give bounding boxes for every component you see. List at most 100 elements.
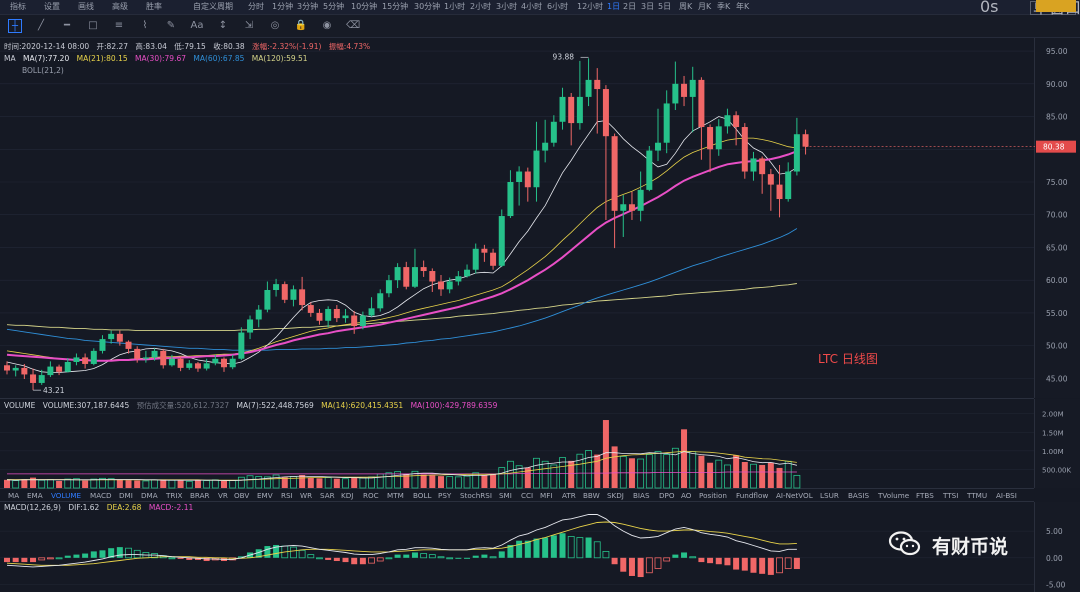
toolbar-item[interactable]: 3日 bbox=[641, 2, 655, 11]
volume-bar bbox=[724, 464, 731, 489]
toolbar-item[interactable]: 分时 bbox=[248, 2, 264, 11]
trash-icon[interactable]: ⌫ bbox=[346, 20, 361, 31]
indicator-tab[interactable]: AO bbox=[681, 491, 692, 500]
indicator-tab[interactable]: PSY bbox=[438, 491, 452, 500]
toolbar-item[interactable]: 5日 bbox=[658, 2, 672, 11]
toolbar-item[interactable]: 15分钟 bbox=[382, 2, 409, 11]
volume-bar bbox=[394, 471, 402, 489]
indicator-tab[interactable]: AI-BSI bbox=[996, 491, 1017, 500]
toolbar-item[interactable]: 指标 bbox=[10, 2, 26, 11]
low-annotation: 43.21 bbox=[43, 386, 65, 395]
indicator-tab[interactable]: VOLUME bbox=[51, 491, 82, 500]
toolbar-item[interactable]: 12小时 bbox=[577, 2, 604, 11]
fib-icon[interactable]: ≡ bbox=[114, 20, 124, 31]
indicator-tab[interactable]: LSUR bbox=[820, 491, 839, 500]
toolbar-item[interactable]: 设置 bbox=[44, 2, 60, 11]
toolbar-item[interactable]: 1小时 bbox=[444, 2, 466, 11]
indicator-tab[interactable]: DPO bbox=[659, 491, 675, 500]
watermark: 有财币说 bbox=[888, 531, 1048, 562]
indicator-tab[interactable]: CCI bbox=[521, 491, 534, 500]
volume-bar bbox=[333, 478, 340, 488]
indicator-tab[interactable]: BOLL bbox=[413, 491, 432, 500]
boll-legend: BOLL(21,2) bbox=[22, 66, 64, 75]
eye-icon[interactable]: ◉ bbox=[322, 20, 332, 31]
candle-body bbox=[73, 357, 80, 362]
toolbar-item[interactable]: 4小时 bbox=[521, 2, 543, 11]
toolbar-item[interactable]: 3分钟 bbox=[297, 2, 319, 11]
candle-body bbox=[585, 79, 592, 97]
pattern-icon[interactable]: ⌇ bbox=[142, 20, 148, 31]
text-icon[interactable]: Aa bbox=[190, 20, 204, 31]
trendline-icon[interactable]: ╱ bbox=[37, 20, 45, 31]
indicator-tab[interactable]: StochRSI bbox=[460, 491, 492, 500]
indicator-tab[interactable]: EMA bbox=[27, 491, 43, 500]
indicator-tab[interactable]: SKDJ bbox=[607, 491, 624, 500]
indicator-tab[interactable]: RSI bbox=[281, 491, 293, 500]
indicator-tab[interactable]: DMI bbox=[119, 491, 133, 500]
toolbar-item[interactable]: 3小时 bbox=[496, 2, 518, 11]
indicator-tab[interactable]: DMA bbox=[141, 491, 158, 500]
toolbar-item[interactable]: 胜率 bbox=[146, 2, 162, 11]
toolbar-item[interactable]: 10分钟 bbox=[351, 2, 378, 11]
measure-icon[interactable]: ↕ bbox=[218, 20, 228, 31]
indicator-tab[interactable]: TTSI bbox=[943, 491, 959, 500]
indicator-tab[interactable]: ATR bbox=[562, 491, 576, 500]
candle-body bbox=[255, 309, 262, 320]
toolbar-item[interactable]: 1分钟 bbox=[272, 2, 294, 11]
indicator-tab[interactable]: MA bbox=[8, 491, 20, 500]
toolbar-item[interactable]: 月K bbox=[698, 2, 712, 11]
toolbar-item[interactable]: 自定义周期 bbox=[193, 2, 233, 11]
indicator-tab[interactable]: VR bbox=[218, 491, 228, 500]
toolbar-item[interactable]: 2小时 bbox=[470, 2, 492, 11]
volume-bar bbox=[671, 447, 679, 489]
price-tick-label: 90.00 bbox=[1046, 80, 1068, 89]
cursor-icon[interactable]: ┼ bbox=[8, 19, 22, 33]
candle-body bbox=[264, 290, 271, 310]
toolbar-item[interactable]: 周K bbox=[679, 2, 693, 11]
horizontal-line-icon[interactable]: ━ bbox=[63, 20, 71, 31]
indicator-tab[interactable]: SMI bbox=[499, 491, 512, 500]
indicator-tab[interactable]: MACD bbox=[90, 491, 112, 500]
lock-icon[interactable]: 🔒 bbox=[294, 20, 308, 31]
indicator-tab[interactable]: AI-NetVOL bbox=[776, 491, 813, 500]
toolbar-item[interactable]: 6小时 bbox=[547, 2, 569, 11]
magnet-icon[interactable]: ◎ bbox=[270, 20, 280, 31]
macd-histogram-bar bbox=[611, 557, 618, 565]
indicator-tab[interactable]: BASIS bbox=[848, 491, 870, 500]
toolbar-item[interactable]: 年K bbox=[736, 2, 750, 11]
indicator-tab[interactable]: SAR bbox=[320, 491, 335, 500]
volume-bar bbox=[637, 458, 645, 489]
indicator-tab[interactable]: BRAR bbox=[190, 491, 210, 500]
indicator-tab[interactable]: TVolume bbox=[878, 491, 910, 500]
indicator-tab[interactable]: Fundflow bbox=[736, 491, 769, 500]
indicator-tab[interactable]: KDJ bbox=[341, 491, 354, 500]
indicator-tab[interactable]: MTM bbox=[387, 491, 404, 500]
indicator-tab[interactable]: TRIX bbox=[166, 491, 183, 500]
indicator-tab[interactable]: OBV bbox=[234, 491, 250, 500]
indicator-tab[interactable]: WR bbox=[300, 491, 313, 500]
rectangle-icon[interactable]: □ bbox=[88, 20, 98, 31]
indicator-tab[interactable]: ROC bbox=[363, 491, 379, 500]
toolbar-item[interactable]: 1日 bbox=[607, 2, 621, 11]
brush-icon[interactable]: ✎ bbox=[166, 20, 176, 31]
macd-histogram-bar bbox=[133, 549, 141, 559]
macd-histogram-bar bbox=[403, 554, 410, 558]
candle-body bbox=[628, 204, 635, 211]
toolbar-item[interactable]: 季K bbox=[717, 2, 731, 11]
indicator-tab[interactable]: MFI bbox=[540, 491, 553, 500]
toolbar-item[interactable]: 30分钟 bbox=[414, 2, 441, 11]
indicator-tab[interactable]: TTMU bbox=[967, 491, 988, 500]
indicator-tab[interactable]: Position bbox=[699, 491, 727, 500]
indicator-tab[interactable]: EMV bbox=[257, 491, 273, 500]
toolbar-item[interactable]: 2日 bbox=[623, 2, 637, 11]
toolbar-item[interactable]: 高级 bbox=[112, 2, 128, 11]
toolbar-item[interactable]: 画线 bbox=[78, 2, 94, 11]
ruler-icon[interactable]: ⇲ bbox=[244, 20, 254, 31]
indicator-tab[interactable]: FTBS bbox=[916, 491, 934, 500]
macd-histogram-bar bbox=[99, 550, 106, 558]
indicator-tab[interactable]: BIAS bbox=[633, 491, 650, 500]
indicator-tab[interactable]: BBW bbox=[583, 491, 600, 500]
toolbar-item[interactable]: 5分钟 bbox=[323, 2, 345, 11]
